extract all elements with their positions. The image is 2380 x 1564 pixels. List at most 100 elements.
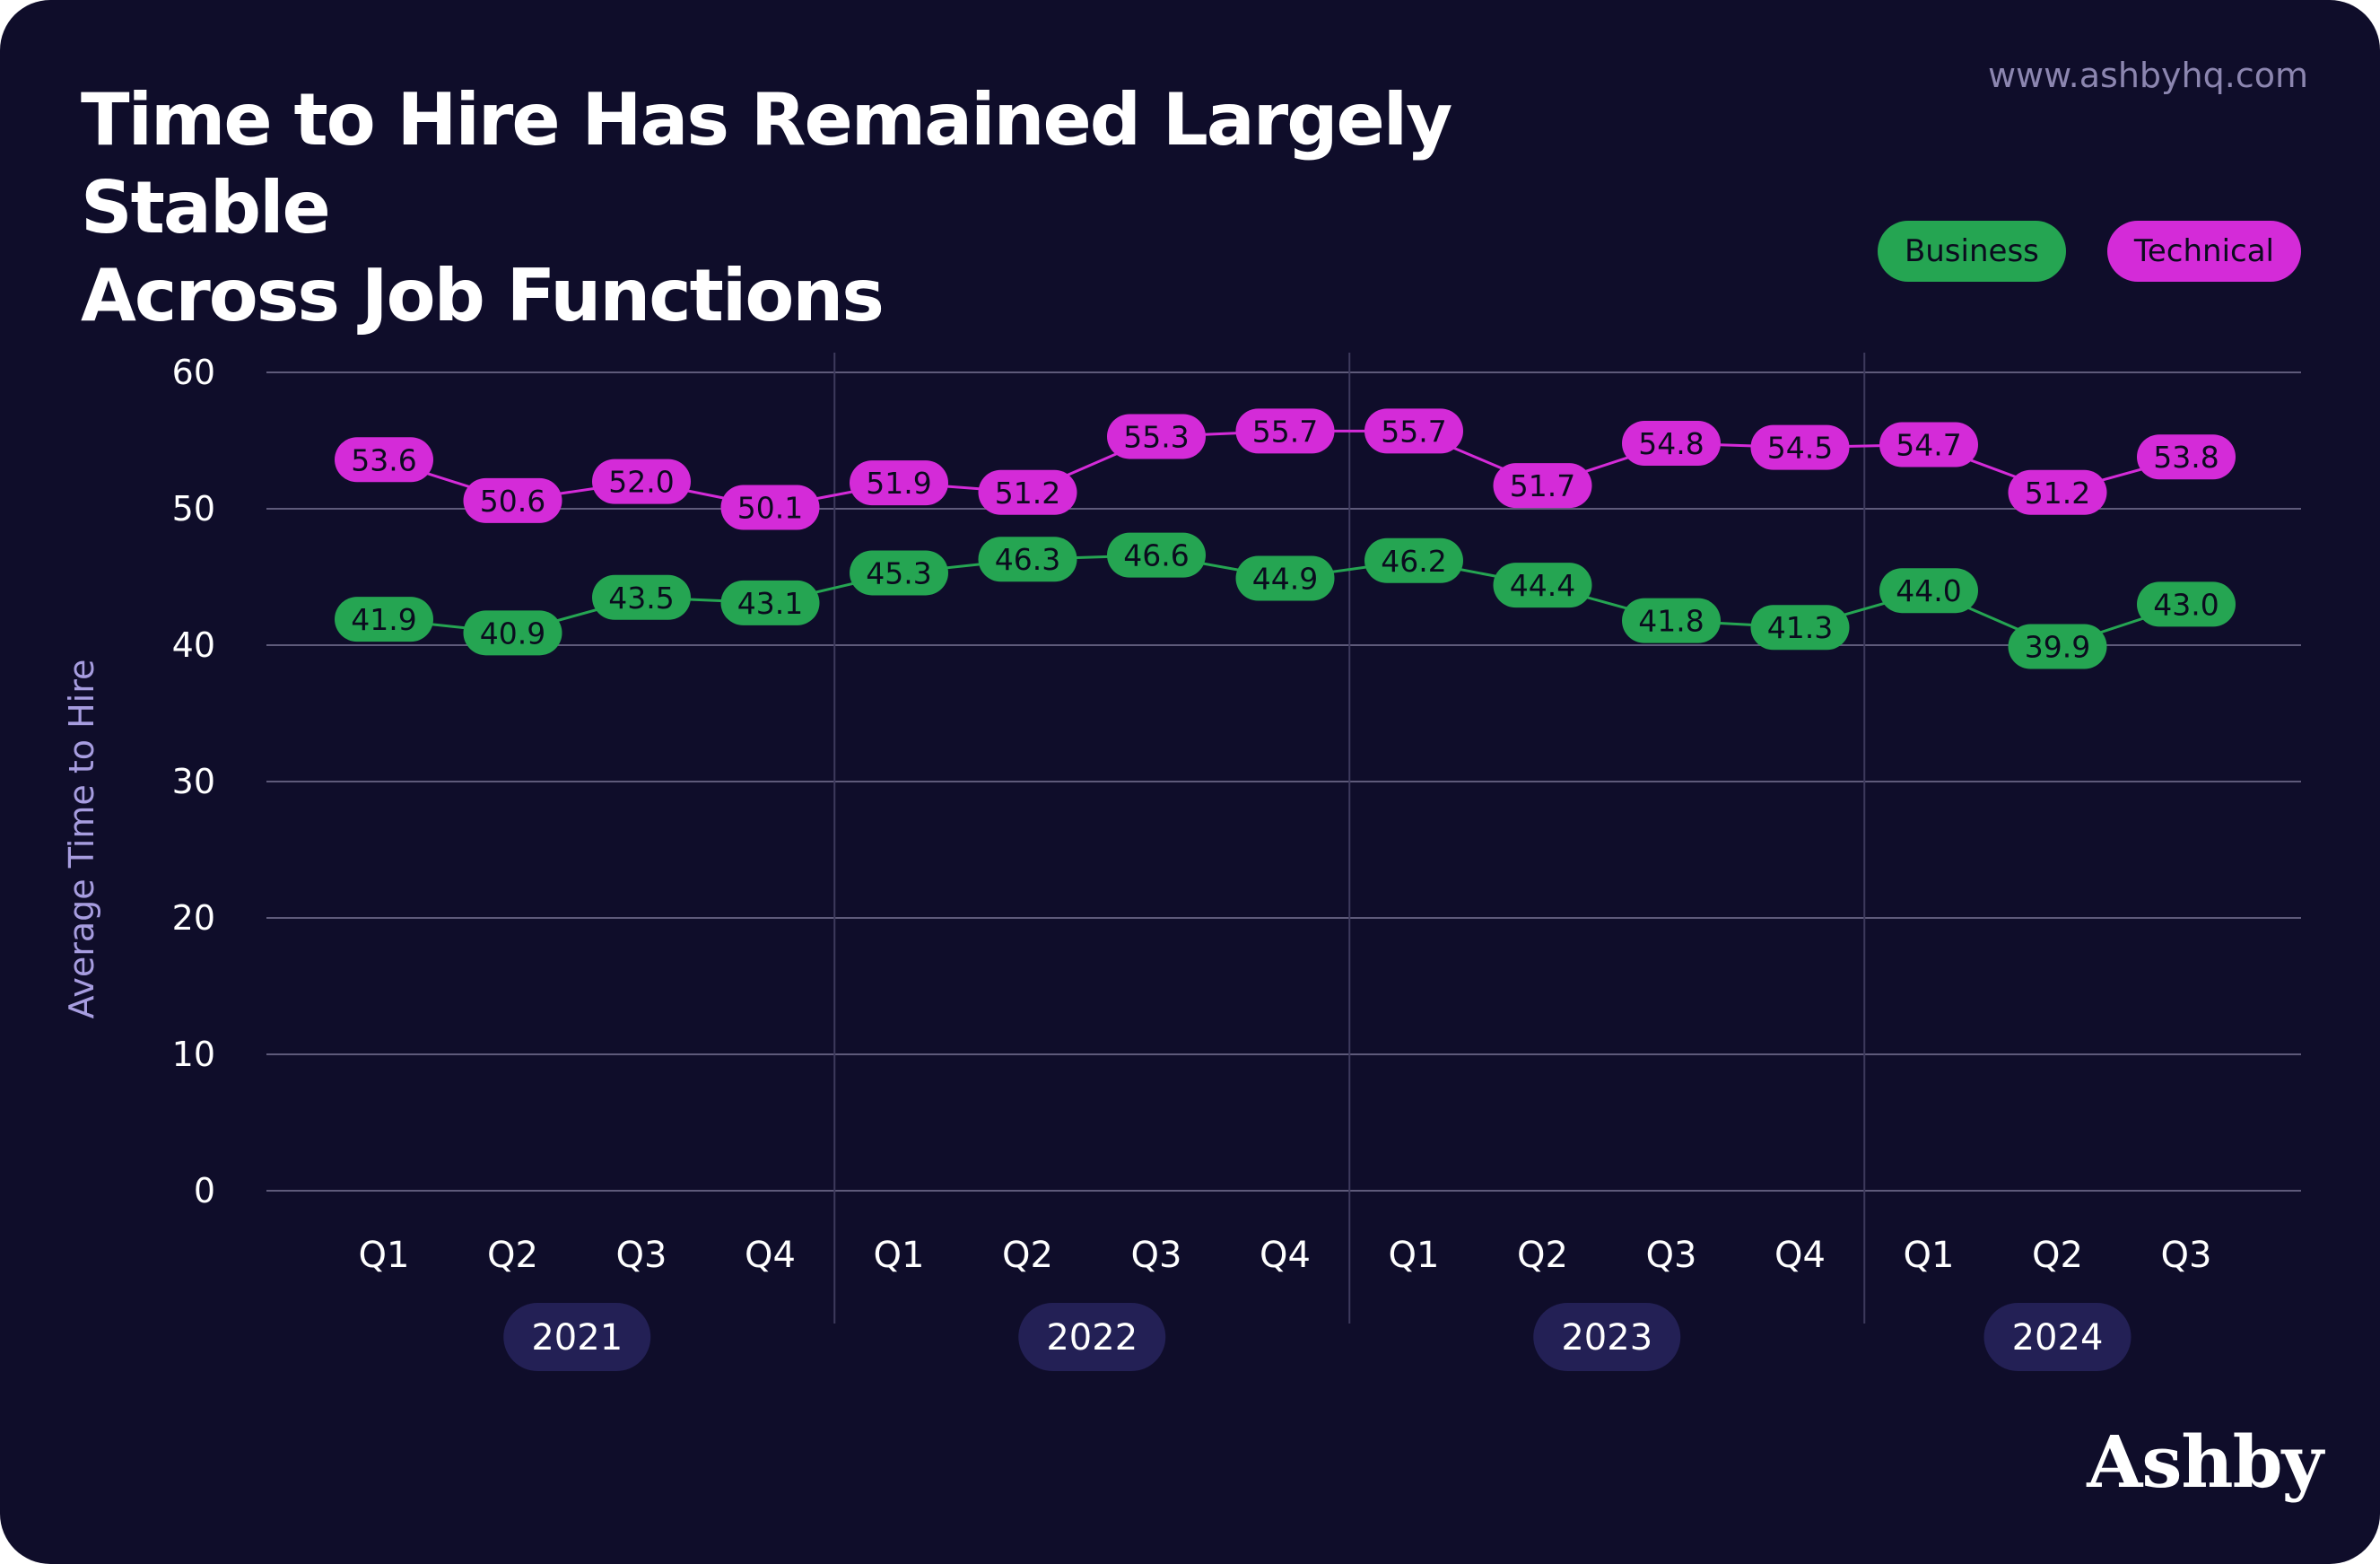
business-data-label: 46.6 [1123, 538, 1189, 573]
business-point-pill [1107, 532, 1206, 578]
business-data-point: 45.3 [850, 550, 948, 596]
business-point-pill [2008, 624, 2107, 669]
business-point-pill [335, 597, 433, 642]
chart-title-line-2: Across Job Functions [81, 254, 885, 337]
ashby-logo: Ashby [2087, 1420, 2323, 1504]
business-data-point: 46.2 [1364, 537, 1463, 583]
business-data-label: 44.0 [1896, 573, 1961, 608]
year-text: 2021 [531, 1317, 623, 1359]
technical-data-point: 55.7 [1364, 408, 1463, 454]
data-point-labels: 41.9 40.9 43.5 43.1 45.3 46.3 46.6 44.9 46.2 44.4… [335, 408, 2236, 669]
year-text: 2023 [1561, 1317, 1652, 1359]
year-label-2022: 2022 [1018, 1303, 1166, 1371]
business-data-point: 40.9 [463, 610, 562, 656]
technical-point-pill [335, 437, 433, 483]
year-pill [503, 1303, 651, 1371]
chart-title: Time to Hire Has Remained Largely Stable… [81, 76, 1696, 340]
x-tick-label: Q1 [1389, 1235, 1440, 1276]
business-data-label: 44.4 [1510, 568, 1575, 603]
y-tick-label: 40 [172, 625, 215, 665]
business-data-label: 44.9 [1252, 562, 1318, 597]
technical-point-pill [592, 459, 691, 504]
y-tick-label: 0 [194, 1171, 215, 1210]
business-point-pill [1235, 555, 1335, 601]
x-axis-quarters: Q1 Q2 Q3 Q4 Q1 Q2 Q3 Q4 Q1 Q2 Q3 Q4 Q1 Q2 Q3 [359, 1235, 2212, 1276]
business-data-label: 41.9 [351, 602, 416, 637]
technical-data-label: 53.8 [2153, 440, 2219, 475]
business-data-point: 44.0 [1879, 568, 1978, 614]
x-tick-label: Q2 [1002, 1235, 1053, 1276]
technical-data-label: 55.7 [1381, 414, 1446, 449]
x-tick-label: Q3 [616, 1235, 667, 1276]
y-tick-label: 10 [172, 1035, 215, 1074]
business-data-label: 43.1 [737, 586, 803, 621]
business-data-label: 46.3 [995, 542, 1060, 577]
technical-data-point: 55.3 [1107, 414, 1206, 459]
business-data-label: 41.3 [1767, 610, 1833, 645]
business-data-point: 44.4 [1493, 563, 1592, 608]
year-separators [833, 353, 1866, 1324]
legend-business: Business [1877, 221, 2066, 282]
business-point-pill [978, 537, 1077, 582]
technical-data-label: 54.7 [1896, 428, 1961, 463]
chart-title-line-1: Time to Hire Has Remained Largely Stable [81, 78, 1452, 249]
y-tick-label: 60 [172, 353, 215, 392]
x-tick-label: Q3 [1646, 1235, 1697, 1276]
gridlines [266, 371, 2301, 1192]
business-data-label: 46.2 [1381, 544, 1446, 579]
year-text: 2022 [1046, 1317, 1138, 1359]
y-axis-ticks: 0 10 20 30 40 50 60 [172, 353, 215, 1210]
technical-point-pill [2008, 469, 2107, 515]
y-tick-label: 30 [172, 762, 215, 801]
business-point-pill [1493, 563, 1592, 608]
business-point-pill [1879, 568, 1978, 614]
x-tick-label: Q4 [1774, 1235, 1826, 1276]
technical-data-label: 55.3 [1123, 419, 1189, 454]
business-point-pill [1750, 605, 1850, 651]
y-tick-label: 50 [172, 489, 215, 529]
technical-point-pill [1107, 414, 1206, 459]
year-pill [1533, 1303, 1681, 1371]
technical-data-point: 54.7 [1879, 422, 1978, 467]
technical-point-pill [978, 469, 1077, 515]
technical-data-point: 55.7 [1235, 408, 1335, 454]
technical-data-label: 51.9 [866, 466, 931, 501]
business-data-point: 46.3 [978, 537, 1077, 582]
business-data-label: 43.5 [608, 581, 674, 616]
business-data-point: 39.9 [2008, 624, 2107, 669]
x-tick-label: Q3 [1131, 1235, 1182, 1276]
technical-point-pill [1879, 422, 1978, 467]
year-label-2024: 2024 [1983, 1303, 2132, 1371]
technical-data-label: 52.0 [608, 465, 674, 500]
x-tick-label: Q4 [1260, 1235, 1311, 1276]
technical-data-point: 51.2 [2008, 469, 2107, 515]
business-data-point: 43.0 [2137, 581, 2236, 627]
technical-data-point: 52.0 [592, 459, 691, 504]
business-data-label: 45.3 [866, 555, 931, 590]
technical-data-label: 55.7 [1252, 414, 1318, 449]
business-data-point: 43.5 [592, 574, 691, 620]
business-data-point: 44.9 [1235, 555, 1335, 601]
business-data-point: 41.9 [335, 597, 433, 642]
business-point-pill [720, 580, 820, 625]
business-data-point: 46.6 [1107, 532, 1206, 578]
technical-data-point: 54.8 [1622, 421, 1721, 467]
legend-technical: Technical [2106, 221, 2301, 282]
x-axis-years: 2021 2022 2023 2024 [503, 1303, 2132, 1371]
technical-data-label: 51.2 [2025, 476, 2090, 511]
website-url[interactable]: www.ashbyhq.com [1987, 56, 2308, 95]
business-data-label: 43.0 [2153, 587, 2219, 622]
technical-data-label: 50.6 [480, 484, 545, 519]
technical-point-pill [1364, 408, 1463, 454]
technical-point-pill [463, 477, 562, 523]
business-data-label: 41.8 [1638, 604, 1704, 639]
technical-point-pill [2137, 434, 2236, 480]
business-point-pill [1622, 598, 1721, 643]
x-tick-label: Q3 [2161, 1235, 2212, 1276]
technical-data-label: 50.1 [737, 490, 803, 525]
year-pill [1983, 1303, 2132, 1371]
technical-data-point: 53.8 [2137, 434, 2236, 480]
technical-point-pill [720, 485, 820, 530]
